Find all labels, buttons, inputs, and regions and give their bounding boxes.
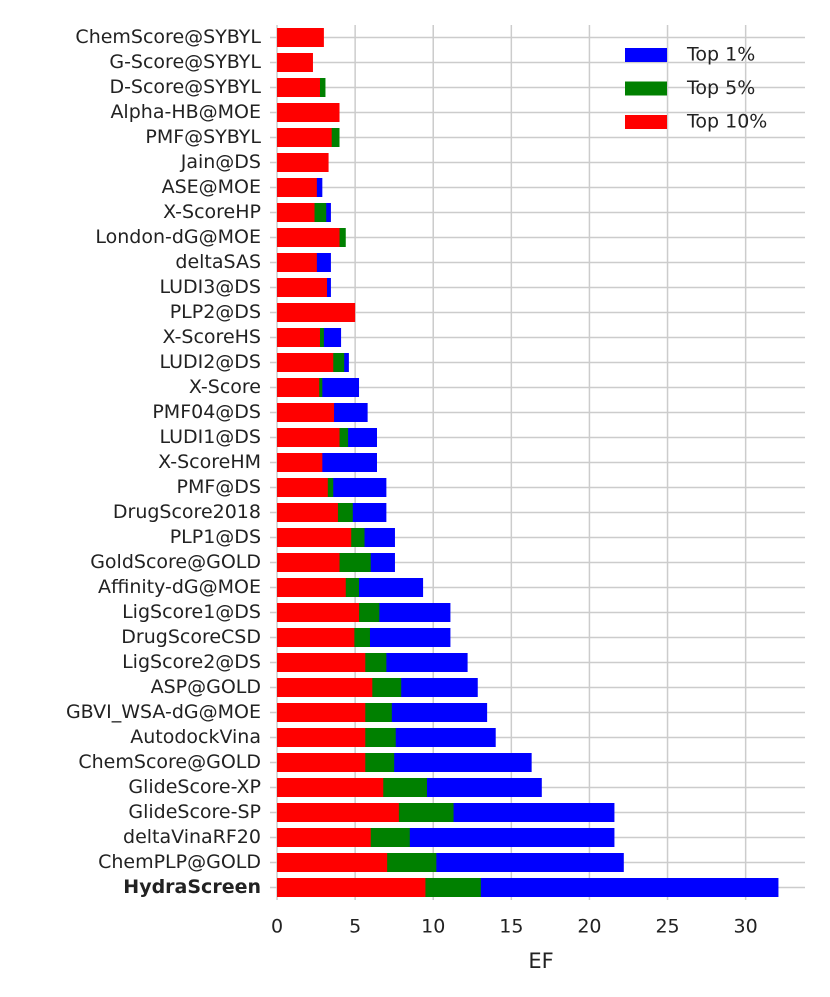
bar <box>277 553 340 572</box>
bar <box>277 478 328 497</box>
x-tick-label: 0 <box>271 916 283 938</box>
x-tick-label: 10 <box>421 916 445 938</box>
bar <box>277 153 329 172</box>
bar <box>277 678 373 697</box>
x-tick-label: 20 <box>577 916 601 938</box>
bar <box>277 528 352 547</box>
legend-label: Top 5% <box>686 77 755 99</box>
y-tick-label: HydraScreen <box>123 876 261 898</box>
y-tick-label: DrugScore2018 <box>113 501 261 523</box>
x-tick-label: 15 <box>499 916 523 938</box>
bar <box>277 178 317 197</box>
bar <box>277 353 334 372</box>
bar <box>277 578 346 597</box>
y-tick-label: D-Score@SYBYL <box>109 76 261 98</box>
bar <box>277 853 388 872</box>
y-tick-label: X-ScoreHS <box>163 326 262 348</box>
bar <box>277 703 366 722</box>
y-tick-label: GlideScore-XP <box>128 776 261 798</box>
y-tick-label: X-Score <box>189 376 261 398</box>
bar <box>277 503 338 522</box>
bar <box>277 78 320 97</box>
y-tick-label: LUDI3@DS <box>159 276 261 298</box>
y-tick-label: ChemPLP@GOLD <box>98 851 261 873</box>
legend-swatch <box>625 81 667 96</box>
y-tick-label: PMF@DS <box>177 476 261 498</box>
bar <box>277 303 356 322</box>
bar <box>277 628 355 647</box>
bar <box>277 428 340 447</box>
bar <box>277 328 320 347</box>
y-tick-label: Jain@DS <box>180 151 261 173</box>
bar <box>277 103 340 122</box>
bar <box>277 728 366 747</box>
legend-swatch <box>625 115 667 129</box>
legend-swatch <box>625 48 667 62</box>
bar <box>277 753 366 772</box>
y-tick-label: Affinity-dG@MOE <box>98 576 261 598</box>
y-tick-label: London-dG@MOE <box>95 226 261 248</box>
y-tick-label: PMF04@DS <box>152 401 261 423</box>
y-tick-label: PMF@SYBYL <box>145 126 261 148</box>
y-tick-label: LigScore2@DS <box>122 651 261 673</box>
y-tick-label: deltaSAS <box>175 251 261 273</box>
legend-label: Top 1% <box>686 44 755 66</box>
bar <box>277 803 399 822</box>
x-tick-label: 25 <box>655 916 679 938</box>
legend-label: Top 10% <box>686 111 767 133</box>
bar <box>277 778 384 797</box>
y-tick-label: X-ScoreHM <box>158 451 261 473</box>
y-tick-label: ASE@MOE <box>162 176 261 198</box>
bar <box>277 653 366 672</box>
y-tick-label: ChemScore@GOLD <box>78 751 261 773</box>
bar <box>277 828 371 847</box>
bar <box>277 603 360 622</box>
bar <box>277 878 426 897</box>
y-tick-label: G-Score@SYBYL <box>109 51 261 73</box>
y-tick-label: GlideScore-SP <box>128 801 261 823</box>
bar <box>277 253 317 272</box>
bar <box>277 128 332 147</box>
bar <box>277 453 323 472</box>
x-axis-label: EF <box>528 949 553 973</box>
bar <box>277 28 324 47</box>
y-tick-label: ASP@GOLD <box>151 676 261 698</box>
bar <box>277 53 313 72</box>
x-tick-label: 5 <box>349 916 361 938</box>
y-tick-label: LUDI2@DS <box>159 351 261 373</box>
y-tick-label: PLP2@DS <box>170 301 261 323</box>
bar <box>277 278 328 297</box>
y-tick-label: LigScore1@DS <box>122 601 261 623</box>
y-tick-label: ChemScore@SYBYL <box>75 26 261 48</box>
y-tick-label: X-ScoreHP <box>163 201 261 223</box>
y-tick-label: Alpha-HB@MOE <box>110 101 261 123</box>
y-tick-label: PLP1@DS <box>170 526 261 548</box>
y-tick-label: LUDI1@DS <box>159 426 261 448</box>
y-tick-label: GoldScore@GOLD <box>90 551 261 573</box>
y-tick-label: AutodockVina <box>130 726 261 748</box>
bar <box>277 403 335 422</box>
bar <box>277 378 320 397</box>
x-tick-label: 30 <box>734 916 758 938</box>
bar <box>277 203 315 222</box>
y-tick-label: deltaVinaRF20 <box>123 826 261 848</box>
y-tick-label: DrugScoreCSD <box>121 626 261 648</box>
bar <box>277 228 340 247</box>
y-tick-label: GBVI_WSA-dG@MOE <box>66 701 261 723</box>
